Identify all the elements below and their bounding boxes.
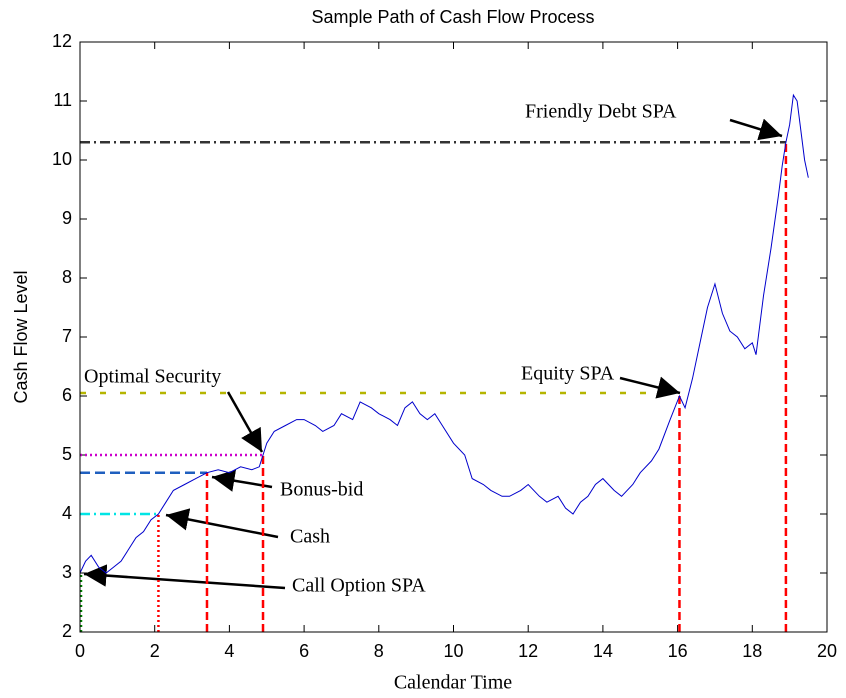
x-tick-label: 2 bbox=[150, 641, 160, 661]
y-tick-label: 3 bbox=[62, 562, 72, 582]
x-tick-label: 14 bbox=[593, 641, 613, 661]
x-tick-label: 6 bbox=[299, 641, 309, 661]
y-tick-label: 10 bbox=[52, 149, 72, 169]
annotation-arrow bbox=[165, 508, 279, 539]
x-tick-label: 8 bbox=[374, 641, 384, 661]
annotation-arrow bbox=[729, 118, 783, 141]
y-tick-label: 6 bbox=[62, 385, 72, 405]
y-tick-label: 2 bbox=[62, 621, 72, 641]
x-axis-label: Calendar Time bbox=[394, 672, 512, 694]
y-axis-label: Cash Flow Level bbox=[11, 270, 31, 403]
y-tick-label: 11 bbox=[53, 90, 72, 110]
annotation-arrow bbox=[619, 376, 681, 399]
y-tick-label: 5 bbox=[62, 444, 72, 464]
x-tick-label: 0 bbox=[75, 641, 85, 661]
annotation: Bonus-bid bbox=[280, 479, 363, 501]
annotation-arrow bbox=[83, 564, 286, 590]
plot-frame bbox=[79, 41, 828, 633]
annotation: Friendly Debt SPA bbox=[525, 101, 677, 123]
annotation-arrow bbox=[226, 391, 264, 453]
annotation: Equity SPA bbox=[521, 363, 615, 385]
y-tick-label: 12 bbox=[52, 31, 72, 51]
y-tick-label: 7 bbox=[62, 326, 72, 346]
chart-title: Sample Path of Cash Flow Process bbox=[311, 7, 594, 27]
x-tick-label: 18 bbox=[742, 641, 762, 661]
y-tick-label: 4 bbox=[62, 503, 72, 523]
x-tick-label: 12 bbox=[518, 641, 538, 661]
x-tick-label: 10 bbox=[443, 641, 463, 661]
cash-flow-line bbox=[79, 93, 809, 574]
annotation: Call Option SPA bbox=[292, 575, 426, 597]
annotation: Cash bbox=[290, 526, 330, 548]
y-tick-label: 8 bbox=[62, 267, 72, 287]
x-tick-label: 20 bbox=[817, 641, 837, 661]
annotation: Optimal Security bbox=[84, 366, 221, 388]
x-tick-label: 16 bbox=[668, 641, 688, 661]
y-tick-label: 9 bbox=[62, 208, 72, 228]
x-tick-label: 4 bbox=[224, 641, 234, 661]
